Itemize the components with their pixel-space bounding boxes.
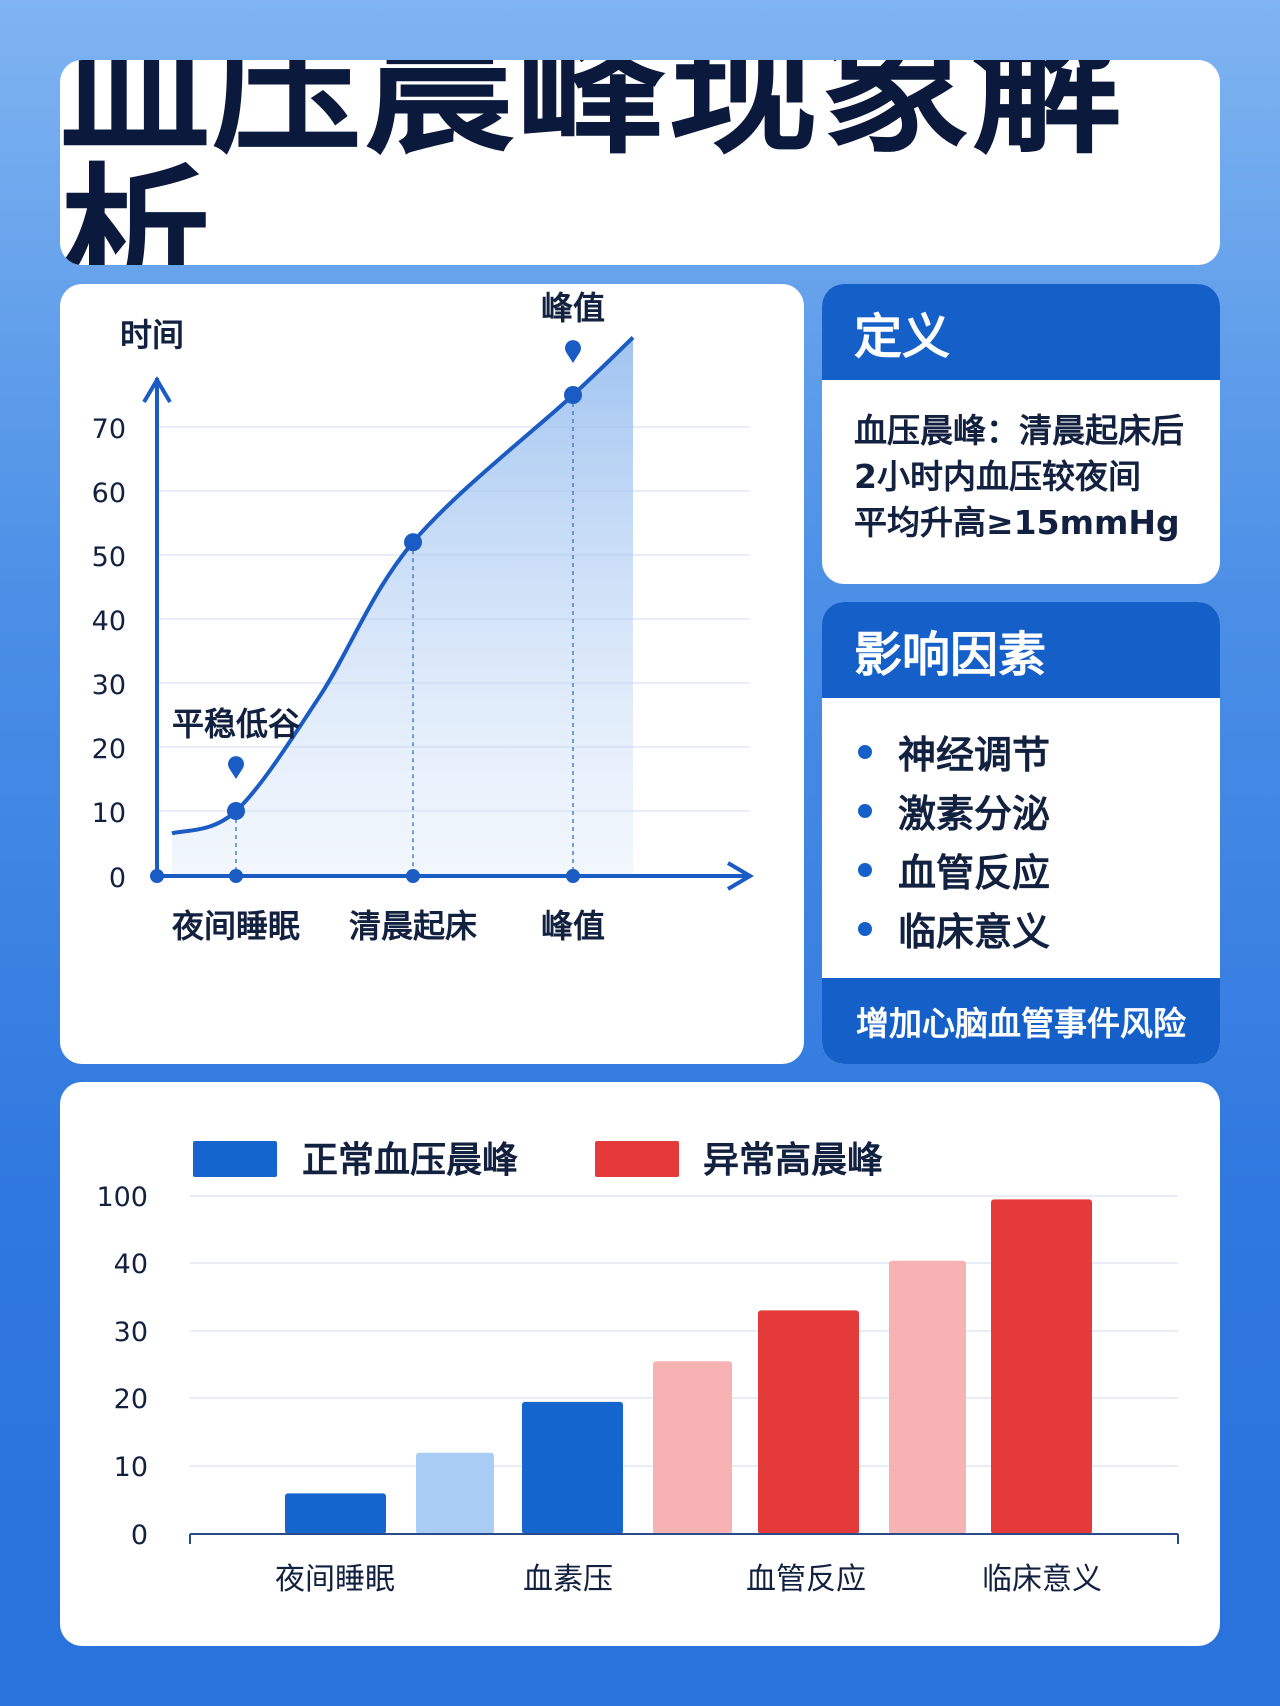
factor-label: 神经调节	[898, 733, 1051, 777]
data-point	[404, 533, 422, 552]
location-pin-icon	[565, 340, 581, 363]
x-tick-label: 清晨起床	[349, 907, 477, 945]
y-tick-label: 0	[131, 1520, 148, 1551]
y-axis-arrow	[142, 376, 172, 404]
definition-line: 血压晨峰：清晨起床后	[854, 411, 1184, 450]
x-axis-point	[406, 869, 420, 883]
factor-label: 激素分泌	[898, 792, 1051, 836]
y-tick-label: 20	[92, 734, 126, 765]
factors-footer: 增加心脑血管事件风险	[822, 978, 1220, 1064]
y-tick-label: 40	[92, 606, 126, 637]
x-tick-label: 血管反应	[746, 1562, 866, 1597]
y-tick-label: 30	[114, 1317, 148, 1348]
factors-card: 影响因素 神经调节 激素分泌 血管反应 临床意义 增加心脑血管事件风险	[822, 602, 1220, 1064]
bullet-icon	[858, 921, 872, 936]
definition-body: 血压晨峰：清晨起床后 2小时内血压较夜间 平均升高≥15mmHg	[822, 380, 1220, 546]
annotation-label: 峰值	[541, 289, 605, 327]
legend-swatch	[193, 1141, 277, 1177]
definition-card: 定义 血压晨峰：清晨起床后 2小时内血压较夜间 平均升高≥15mmHg	[822, 284, 1220, 584]
x-tick-label: 血素压	[523, 1562, 613, 1597]
x-axis-arrow	[726, 861, 754, 891]
bar	[889, 1260, 966, 1534]
bar	[416, 1452, 494, 1534]
origin-point	[150, 869, 164, 883]
x-axis-point	[229, 869, 243, 883]
x-tick-label: 临床意义	[982, 1562, 1102, 1597]
data-point	[227, 802, 245, 820]
y-tick-label: 30	[92, 670, 126, 701]
bar	[285, 1493, 386, 1534]
data-point	[564, 386, 582, 404]
factor-label: 血管反应	[898, 851, 1051, 895]
x-tick-label: 夜间睡眠	[171, 907, 300, 945]
line-area-fill	[172, 337, 633, 876]
definition-line: 平均升高≥15mmHg	[854, 503, 1180, 542]
legend-swatch	[595, 1141, 679, 1177]
factor-label: 临床意义	[898, 910, 1051, 954]
bullet-icon	[858, 803, 872, 818]
y-tick-label: 10	[92, 798, 126, 829]
bar-chart-card: 0 10 20 30 40 100 夜间睡眠 血素压 血管反应 临床意义 正常血压晨峰 异常高晨峰	[60, 1082, 1220, 1646]
y-tick-label: 70	[92, 414, 126, 445]
bullet-icon	[858, 862, 872, 877]
y-tick-label: 60	[92, 478, 126, 509]
page-title: 血压晨峰现象解析	[60, 60, 1125, 265]
list-item: 神经调节	[858, 722, 1220, 781]
y-tick-label: 20	[114, 1384, 148, 1415]
x-tick-label: 夜间睡眠	[275, 1562, 395, 1597]
list-item: 临床意义	[858, 899, 1220, 958]
bar	[991, 1199, 1092, 1534]
bar	[522, 1401, 623, 1534]
location-pin-icon	[227, 756, 244, 779]
y-tick-label: 0	[109, 863, 126, 894]
factors-list: 神经调节 激素分泌 血管反应 临床意义	[822, 698, 1220, 958]
y-tick-label: 40	[114, 1249, 148, 1280]
definition-header: 定义	[822, 284, 1220, 380]
x-tick-label: 峰值	[541, 907, 605, 945]
bar	[758, 1310, 859, 1534]
annotation-label: 平稳低谷	[172, 705, 300, 743]
bar-chart: 0 10 20 30 40 100 夜间睡眠 血素压 血管反应 临床意义 正常血压晨峰 异常高晨峰	[96, 1140, 1179, 1597]
list-item: 激素分泌	[858, 781, 1220, 840]
bar	[653, 1361, 732, 1534]
y-axis-label: 时间	[120, 316, 184, 354]
y-tick-label: 10	[114, 1452, 148, 1483]
bullet-icon	[858, 744, 872, 759]
legend-label: 正常血压晨峰	[302, 1140, 518, 1181]
y-tick-label: 50	[92, 542, 126, 573]
y-tick-label: 100	[96, 1182, 148, 1213]
legend-label: 异常高晨峰	[703, 1140, 883, 1181]
title-card: 血压晨峰现象解析	[60, 60, 1220, 265]
definition-line: 2小时内血压较夜间	[854, 457, 1141, 496]
list-item: 血管反应	[858, 840, 1220, 899]
x-axis-point	[566, 869, 580, 883]
line-chart-card: 0 10 20 30 40 50 60 70 平稳低谷 峰值 夜间睡眠 清晨起床 峰值 时间	[60, 284, 804, 1064]
factors-header: 影响因素	[822, 602, 1220, 698]
